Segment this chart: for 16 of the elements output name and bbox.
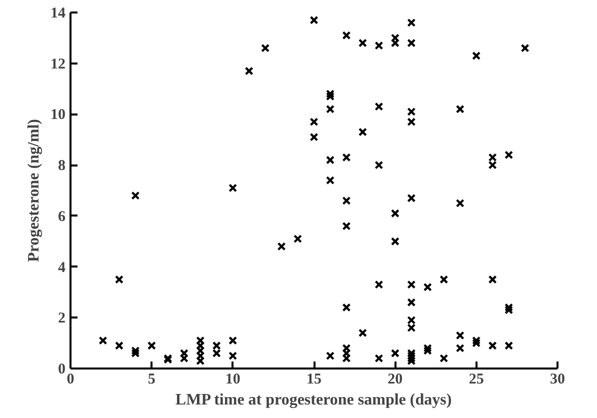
y-tick-label: 8	[58, 158, 66, 174]
y-tick-label: 10	[50, 107, 66, 124]
x-tick-label: 5	[148, 372, 156, 388]
y-tick-label: 0	[58, 362, 66, 378]
y-tick-label: 2	[58, 310, 66, 327]
x-tick-label: 10	[225, 372, 240, 388]
y-tick-label: 14	[50, 6, 66, 22]
y-tick-label: 6	[58, 208, 66, 225]
x-tick-label: 15	[306, 372, 322, 388]
y-tick-label: 12	[50, 56, 66, 72]
x-tick-label: 20	[388, 372, 403, 388]
x-axis-title: LMP time at progesterone sample (days)	[175, 392, 452, 408]
x-tick-label: 25	[468, 372, 484, 388]
x-tick-label: 30	[550, 372, 565, 388]
y-axis-title: Progesterone (ng/ml)	[26, 119, 42, 262]
y-tick-label: 4	[58, 260, 66, 276]
